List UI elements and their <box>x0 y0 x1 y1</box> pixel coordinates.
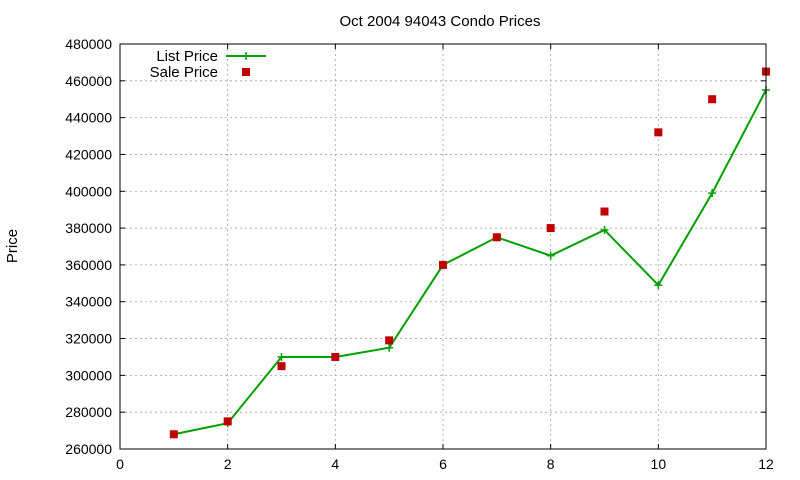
y-tick-label: 260000 <box>65 441 112 457</box>
sale-price-point <box>331 352 340 361</box>
sale-price-point <box>546 224 555 233</box>
y-tick-label: 280000 <box>65 404 112 420</box>
x-tick-label: 8 <box>547 456 555 472</box>
y-tick-label: 300000 <box>65 367 112 383</box>
x-tick-label: 2 <box>224 456 232 472</box>
y-tick-label: 400000 <box>65 183 112 199</box>
x-tick-label: 10 <box>651 456 667 472</box>
y-tick-label: 340000 <box>65 294 112 310</box>
y-tick-label: 460000 <box>65 73 112 89</box>
grid <box>120 44 766 449</box>
sale-price-point <box>439 260 447 269</box>
y-tick-label: 320000 <box>65 331 112 347</box>
list-price-point <box>385 343 394 352</box>
list-price-point <box>654 281 663 290</box>
sale-price-point <box>492 233 501 242</box>
x-tick-label: 6 <box>439 456 447 472</box>
plot-area <box>169 67 770 439</box>
chart-title: Oct 2004 94043 Condo Prices <box>340 13 541 30</box>
list-price-point <box>277 352 286 361</box>
sale-price-point <box>277 362 286 371</box>
list-price-point <box>546 251 555 260</box>
sale-price-point <box>385 336 394 345</box>
y-tick-label: 420000 <box>65 146 112 162</box>
y-tick-label: 440000 <box>65 110 112 126</box>
legend-marker-list-price <box>242 52 250 60</box>
y-axis-label: Price <box>4 229 21 263</box>
sale-price-point <box>223 417 232 426</box>
x-tick-label: 0 <box>116 456 124 472</box>
axis-ticks: 0 2 4 6 8 10 12 260000 280000 300000 320000 340000 3… <box>65 36 774 472</box>
sale-price-point <box>708 95 717 104</box>
list-price-point <box>600 225 609 234</box>
sale-price-point <box>169 430 178 439</box>
sale-price-point <box>600 207 609 216</box>
y-tick-label: 480000 <box>65 36 112 52</box>
y-tick-label: 360000 <box>65 257 112 273</box>
plot-frame <box>119 43 767 450</box>
sale-price-point <box>654 128 663 137</box>
x-tick-label: 12 <box>758 456 774 472</box>
legend-label-sale-price: Sale Price <box>150 64 218 81</box>
list-price-point <box>708 189 717 198</box>
y-tick-label: 380000 <box>65 220 112 236</box>
legend-marker-sale-price <box>242 68 250 76</box>
x-tick-label: 4 <box>331 456 339 472</box>
legend-label-list-price: List Price <box>156 48 218 65</box>
list-price-line <box>173 89 767 436</box>
